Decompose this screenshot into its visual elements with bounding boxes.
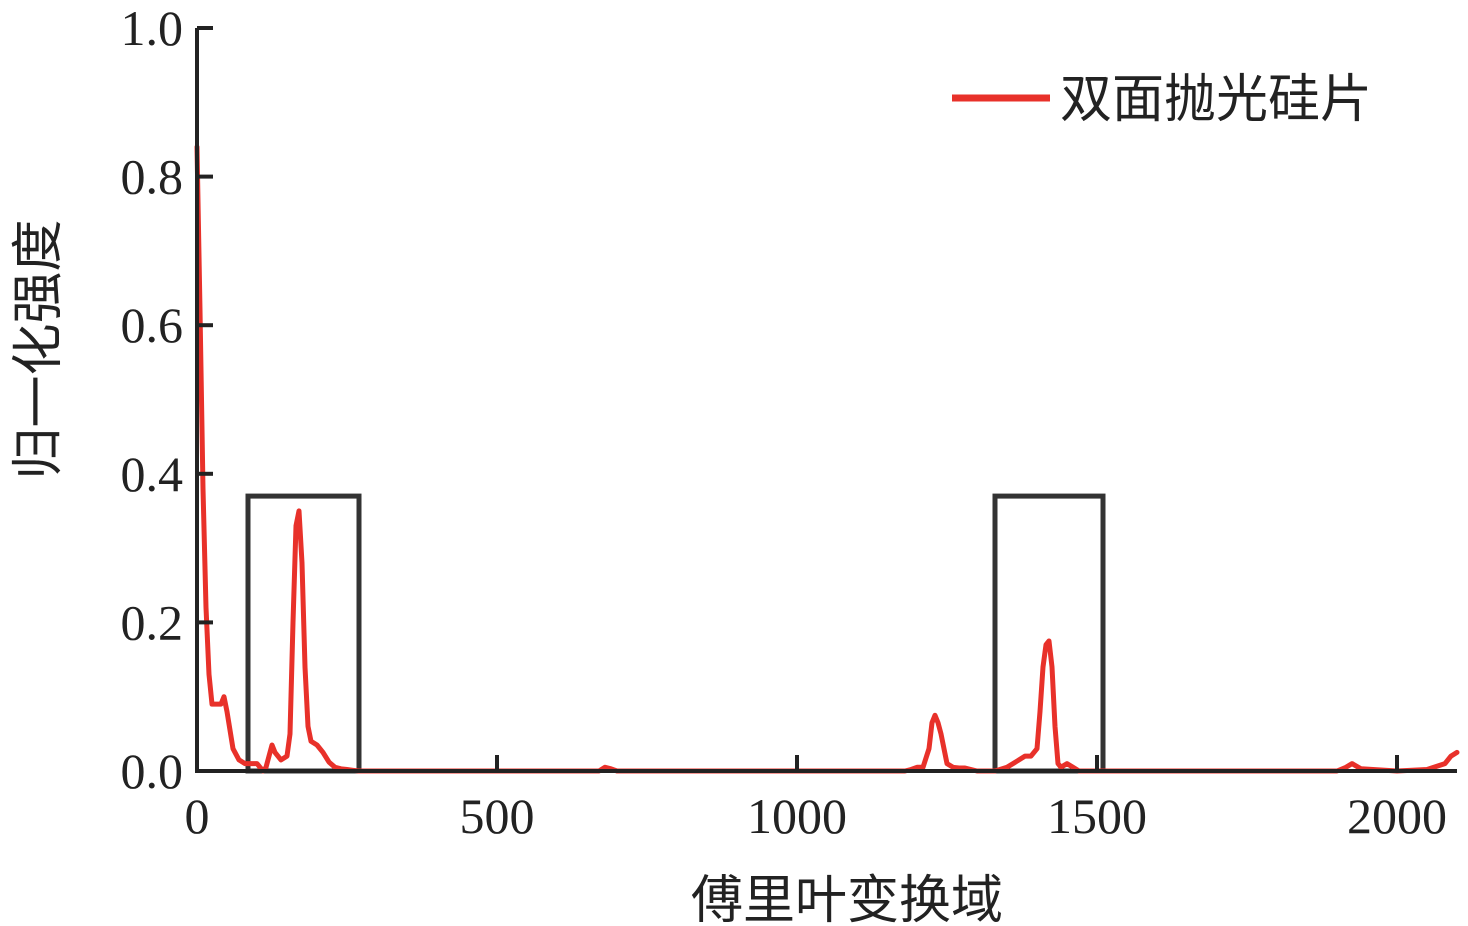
series-line xyxy=(194,144,1460,774)
y-axis-title: 归一化强度 xyxy=(9,219,69,479)
highlight-box xyxy=(992,493,1106,774)
y-tick-label: 0.0 xyxy=(121,743,184,799)
axes xyxy=(195,28,1457,773)
x-tick-label: 1000 xyxy=(747,788,847,844)
y-tick-label: 0.4 xyxy=(121,446,184,502)
y-tick-label: 0.6 xyxy=(121,297,184,353)
y-tick-label: 1.0 xyxy=(121,0,184,56)
series-layer xyxy=(194,144,1460,774)
x-axis-title: 傅里叶变换域 xyxy=(691,871,1003,926)
x-tick-label: 1500 xyxy=(1047,788,1147,844)
legend: 双面抛光硅片 xyxy=(952,70,1372,130)
x-tick-label: 2000 xyxy=(1347,788,1447,844)
x-tick-label: 0 xyxy=(185,788,210,844)
y-tick-label: 0.8 xyxy=(121,149,184,205)
y-tick-label: 0.2 xyxy=(121,594,184,650)
annotation-layer xyxy=(245,493,1106,774)
legend-label: 双面抛光硅片 xyxy=(1060,70,1372,130)
x-tick-label: 500 xyxy=(460,788,535,844)
ticks: 0.0 0.2 0.4 0.6 0.8 1.0 0 500 1000 1500 2000 xyxy=(121,0,1448,844)
